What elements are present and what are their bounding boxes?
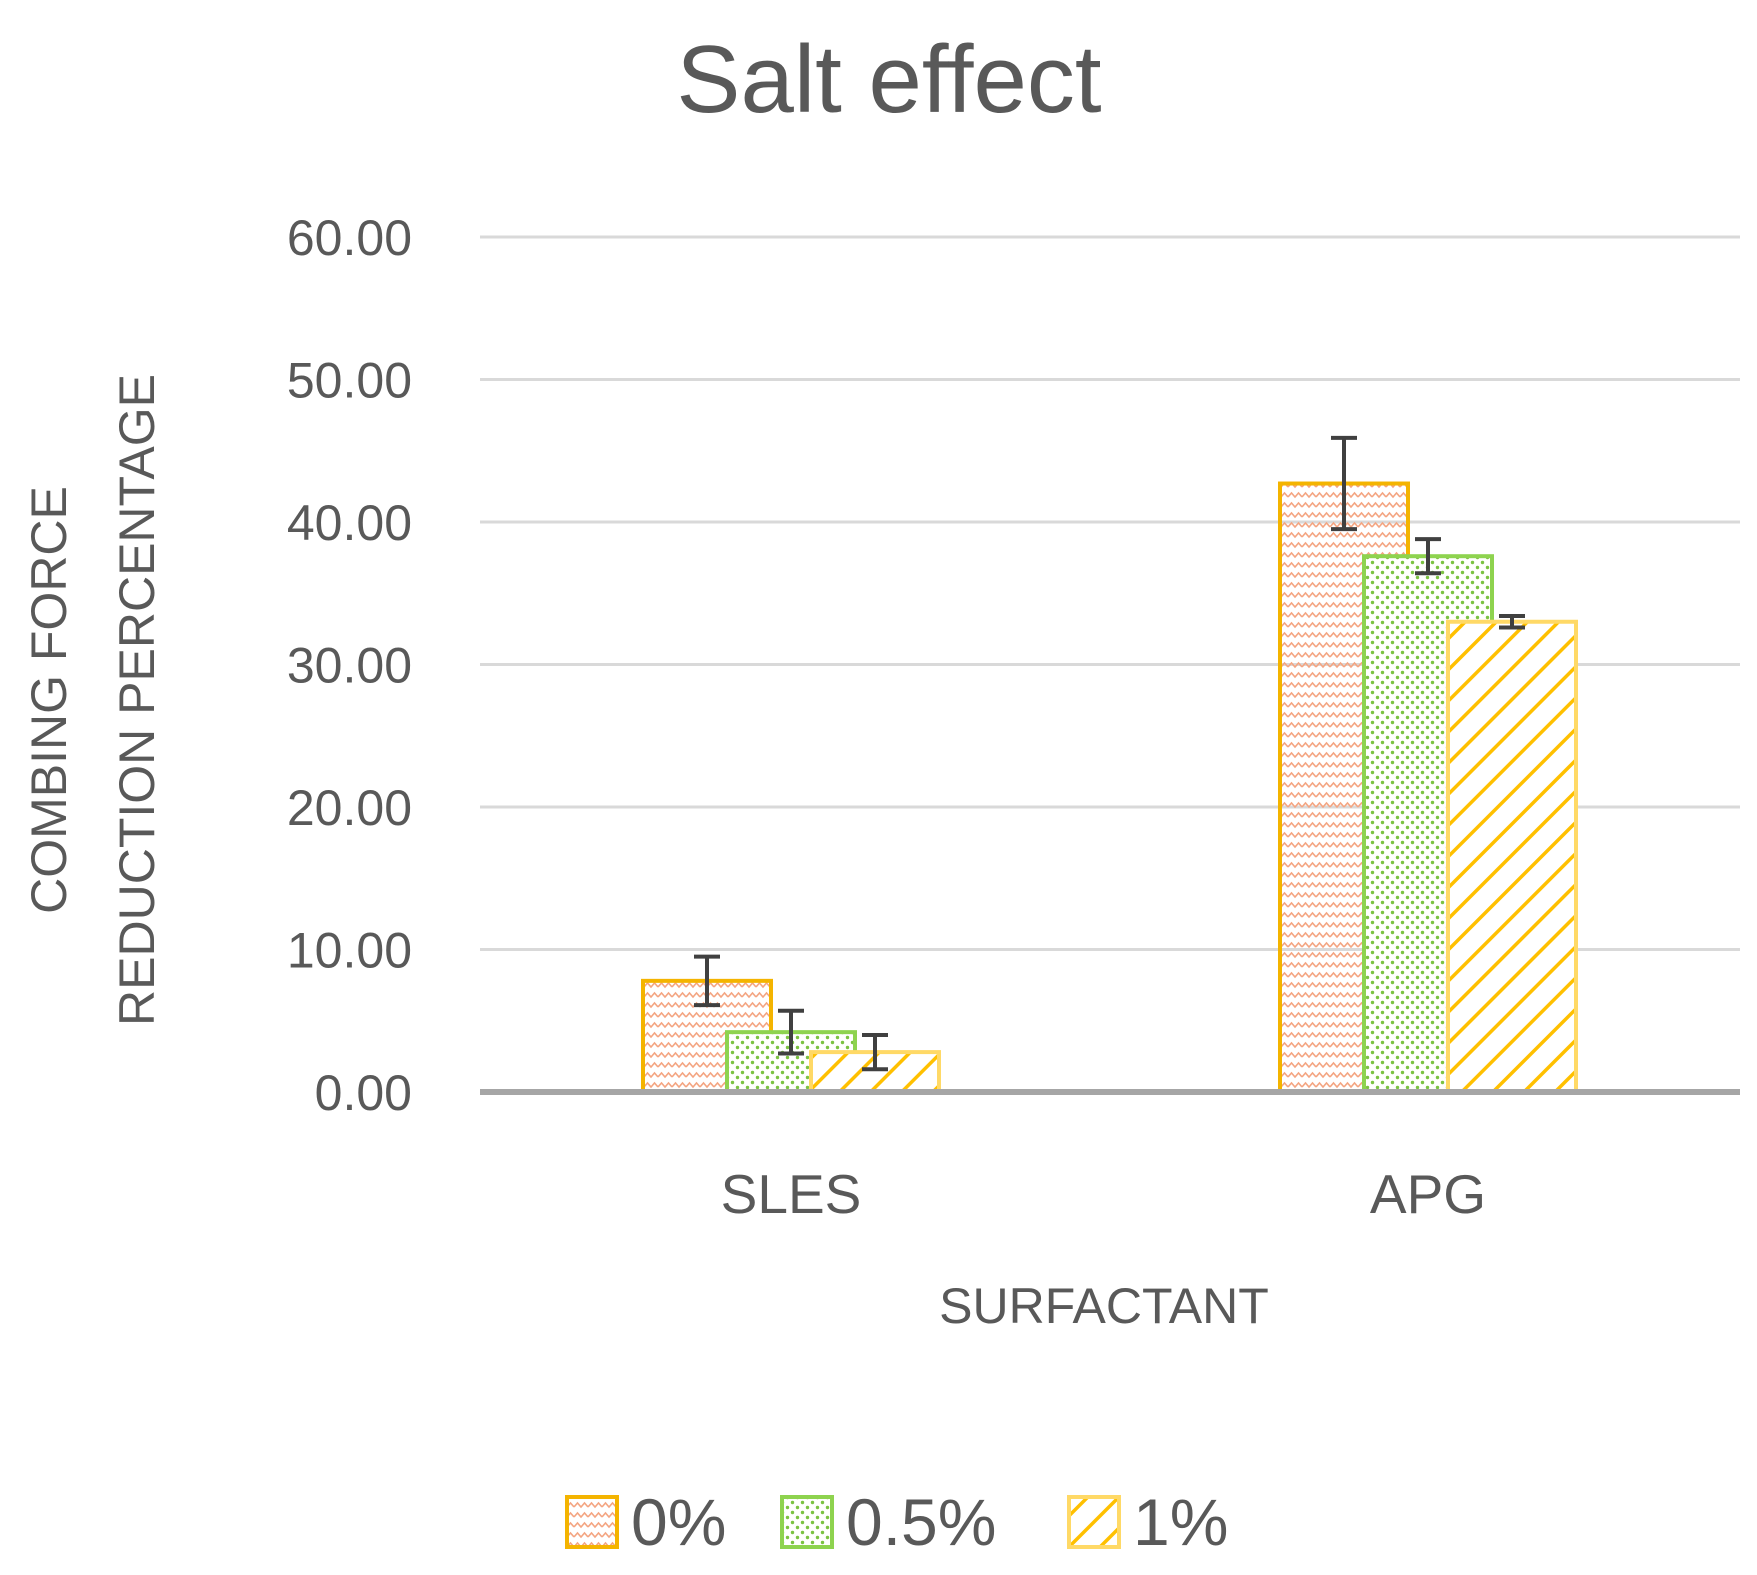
x-axis-title: SURFACTANT <box>939 1278 1269 1334</box>
y-tick-label: 10.00 <box>287 923 412 979</box>
y-axis-title: COMBING FORCE REDUCTION PERCENTAGE <box>21 374 165 1026</box>
legend-label: 1% <box>1133 1485 1228 1559</box>
bar <box>1446 619 1578 1094</box>
legend-item: 0% <box>565 1485 726 1559</box>
error-bar <box>694 954 720 1008</box>
y-tick-label: 60.00 <box>287 210 412 266</box>
error-bars <box>694 435 1525 1072</box>
y-tick-label: 30.00 <box>287 638 412 694</box>
legend-swatch <box>780 1495 834 1549</box>
y-axis-ticks: 0.00 10.00 20.00 30.00 40.00 50.00 60.00 <box>287 210 412 1121</box>
y-axis-title-line-2: REDUCTION PERCENTAGE <box>109 374 165 1026</box>
error-bar <box>1415 537 1441 576</box>
y-tick-label: 50.00 <box>287 353 412 409</box>
legend: 0% 0.5% 1% <box>565 1485 1228 1559</box>
legend-swatch <box>1067 1495 1121 1549</box>
y-axis-title-line-1: COMBING FORCE <box>21 486 77 914</box>
legend-item: 0.5% <box>780 1485 996 1559</box>
error-bar <box>1499 614 1525 630</box>
error-bar <box>778 1008 804 1056</box>
legend-swatch <box>565 1495 619 1549</box>
error-bar <box>862 1033 888 1072</box>
y-tick-label: 0.00 <box>315 1065 412 1121</box>
chart-title: Salt effect <box>676 26 1101 133</box>
error-bar <box>1331 435 1357 532</box>
x-category-label: SLES <box>721 1163 862 1225</box>
legend-item: 1% <box>1067 1485 1228 1559</box>
x-category-label: APG <box>1370 1163 1486 1225</box>
y-tick-label: 40.00 <box>287 495 412 551</box>
x-axis-categories: SLES APG <box>721 1163 1486 1225</box>
y-tick-label: 20.00 <box>287 780 412 836</box>
legend-label: 0.5% <box>846 1485 996 1559</box>
legend-label: 0% <box>631 1485 726 1559</box>
